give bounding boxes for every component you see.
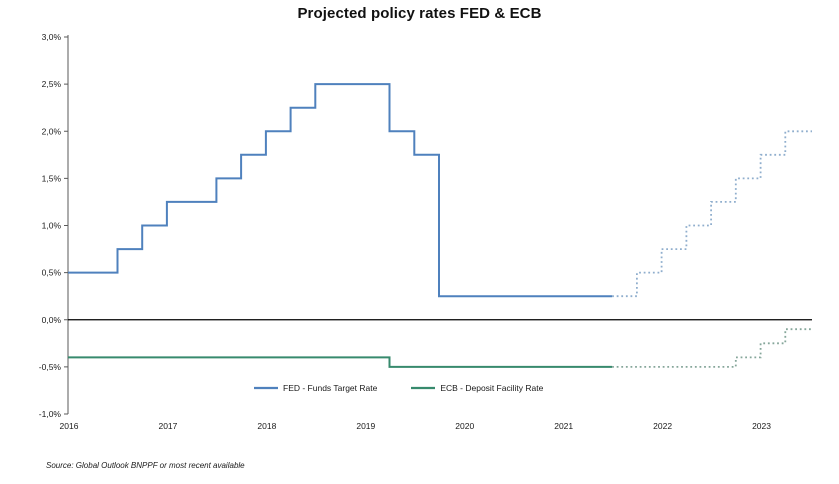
x-tick-label: 2022: [653, 421, 672, 431]
y-tick-label: -0,5%: [39, 362, 62, 372]
series-line-ecb-projected: [612, 328, 812, 368]
legend-label-ecb: ECB - Deposit Facility Rate: [440, 383, 544, 393]
x-tick-label: 2023: [752, 421, 771, 431]
y-tick-label: 0,0%: [42, 315, 62, 325]
series-line-fed-projected: [612, 130, 812, 298]
series-line-ecb-actual: [68, 356, 613, 368]
y-tick-label: 1,5%: [42, 173, 62, 183]
y-tick-label: -1,0%: [39, 409, 62, 419]
y-tick-label: 3,0%: [42, 32, 62, 42]
x-tick-label: 2019: [356, 421, 375, 431]
legend-item-fed: FED - Funds Target Rate: [254, 383, 377, 393]
x-tick-label: 2021: [554, 421, 573, 431]
legend: FED - Funds Target Rate ECB - Deposit Fa…: [254, 383, 543, 393]
source-note: Source: Global Outlook BNPPF or most rec…: [46, 461, 245, 470]
y-tick-label: 2,5%: [42, 79, 62, 89]
y-tick-label: 1,0%: [42, 221, 62, 231]
y-tick-label: 0,5%: [42, 268, 62, 278]
fed-line-sample-icon: [254, 386, 278, 390]
legend-label-fed: FED - Funds Target Rate: [283, 383, 378, 393]
x-tick-label: 2018: [257, 421, 276, 431]
ecb-line-sample-icon: [411, 386, 436, 390]
chart-title: Projected policy rates FED & ECB: [297, 5, 542, 22]
legend-item-ecb: ECB - Deposit Facility Rate: [411, 383, 543, 393]
x-tick-label: 2017: [158, 421, 177, 431]
y-tick-label: 2,0%: [42, 126, 62, 136]
x-tick-label: 2020: [455, 421, 474, 431]
x-tick-label: 2016: [60, 421, 79, 431]
series-line-fed-actual: [68, 83, 613, 298]
